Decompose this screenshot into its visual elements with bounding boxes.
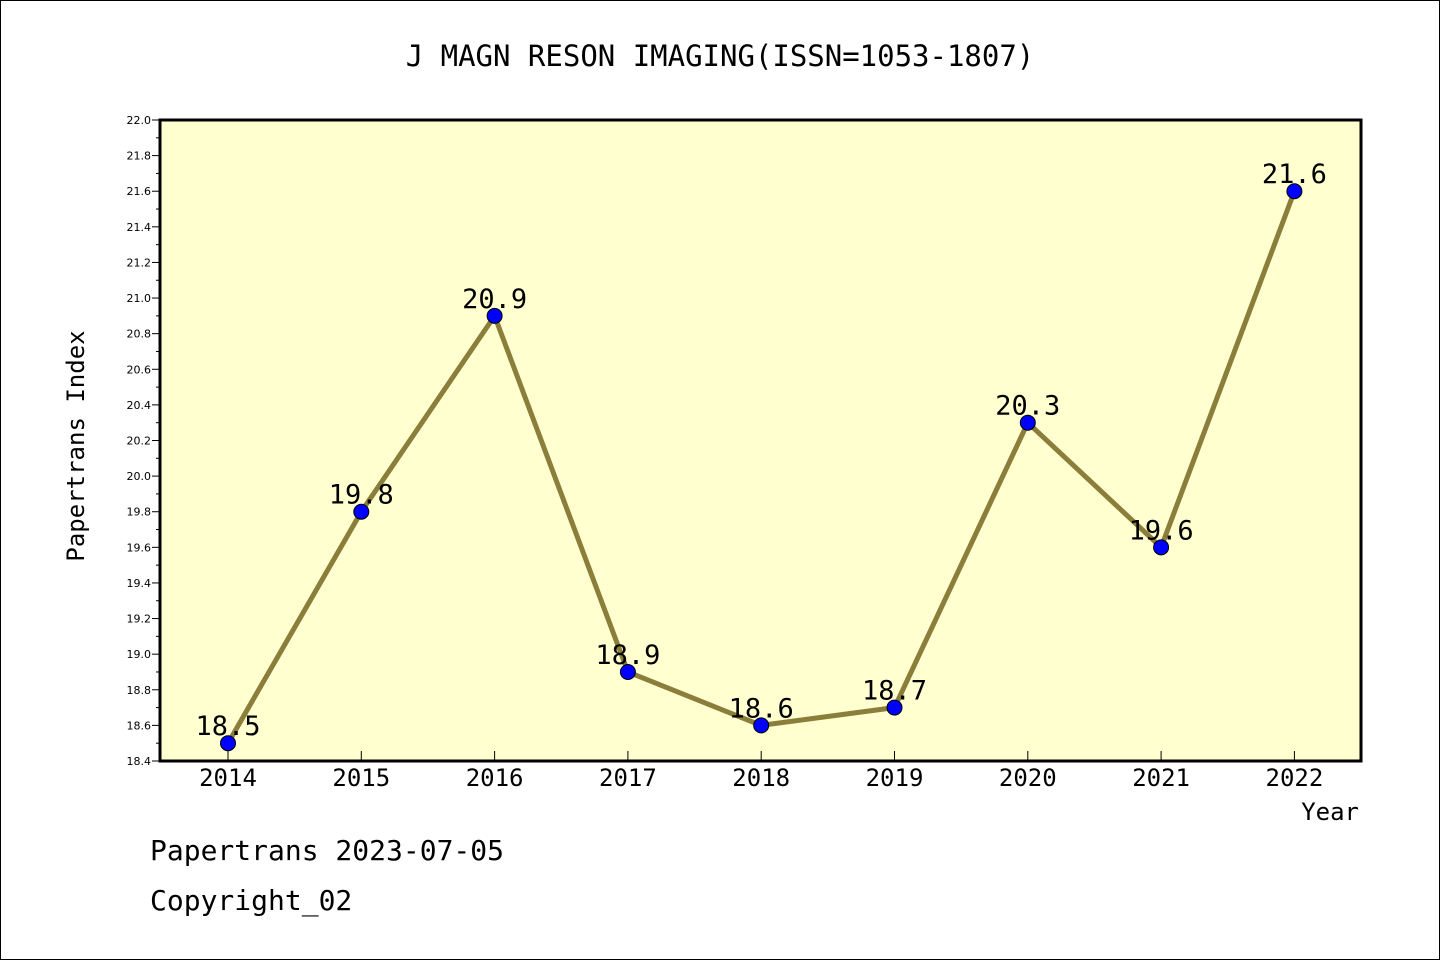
data-points — [220, 183, 1303, 752]
data-point — [353, 503, 370, 520]
data-label: 18.9 — [595, 640, 660, 671]
y-tick-label: 19.0 — [127, 648, 152, 661]
footer-copyright: Copyright_02 — [150, 884, 353, 917]
x-tick-label: 2020 — [999, 764, 1057, 792]
y-tick-label: 19.6 — [127, 541, 152, 554]
y-tick-label: 20.0 — [127, 470, 152, 483]
y-tick-label: 20.8 — [127, 328, 152, 341]
data-point — [1019, 414, 1036, 431]
data-point — [1286, 183, 1303, 200]
data-label: 21.6 — [1262, 159, 1327, 190]
y-tick-label: 21.4 — [127, 221, 152, 234]
y-tick-label: 19.4 — [127, 577, 152, 590]
y-tick-label: 20.6 — [127, 363, 152, 376]
data-label: 19.8 — [329, 480, 394, 511]
data-point — [220, 735, 236, 752]
y-tick-label: 21.0 — [127, 292, 152, 305]
data-point — [619, 663, 636, 680]
chart-title: J MAGN RESON IMAGING(ISSN=1053-1807) — [406, 39, 1035, 73]
x-tick-label: 2015 — [332, 764, 390, 792]
data-label: 18.7 — [862, 676, 927, 707]
y-tick-label: 19.8 — [127, 506, 152, 519]
data-label: 19.6 — [1129, 515, 1194, 546]
x-tick-label: 2022 — [1266, 764, 1324, 792]
y-axis-label: Papertrans Index — [62, 330, 90, 561]
y-tick-label: 18.6 — [127, 719, 152, 732]
x-tick-label: 2017 — [599, 764, 657, 792]
y-tick-label: 21.8 — [127, 150, 152, 163]
x-tick-label: 2016 — [466, 764, 524, 792]
data-labels: 18.5 19.8 20.9 18.9 18.6 18.7 20.3 19.6 21.6 — [195, 159, 1326, 742]
data-label: 18.5 — [195, 711, 260, 742]
y-tick-label: 18.8 — [127, 684, 152, 697]
data-label: 20.3 — [995, 391, 1060, 422]
x-axis-label: Year — [1301, 798, 1359, 826]
x-tick-label: 2021 — [1132, 764, 1190, 792]
y-tick-label: 20.2 — [127, 435, 152, 448]
y-tick-label: 21.6 — [127, 185, 152, 198]
y-tick-label: 22.0 — [127, 114, 152, 127]
data-point — [1153, 539, 1170, 556]
y-tick-label: 18.4 — [127, 755, 152, 768]
data-point — [486, 307, 503, 324]
data-label: 20.9 — [462, 284, 527, 315]
data-label: 18.6 — [729, 693, 794, 724]
y-tick-label: 19.2 — [127, 613, 152, 626]
x-tick-label: 2018 — [732, 764, 790, 792]
y-tick-label: 21.2 — [127, 256, 152, 269]
footer-date: Papertrans 2023-07-05 — [150, 834, 505, 867]
y-axis: 18.4 18.6 18.8 19.0 19.2 19.4 19.6 19.8 20.0 20.2… — [127, 114, 160, 768]
data-point — [886, 699, 903, 716]
y-tick-label: 20.4 — [127, 399, 152, 412]
x-tick-label: 2019 — [866, 764, 924, 792]
plot-area — [158, 118, 1363, 763]
data-point — [753, 717, 770, 734]
x-axis: 2014 2015 2016 2017 2018 2019 2020 2021 2022 — [199, 751, 1323, 792]
x-tick-label: 2014 — [199, 764, 257, 792]
